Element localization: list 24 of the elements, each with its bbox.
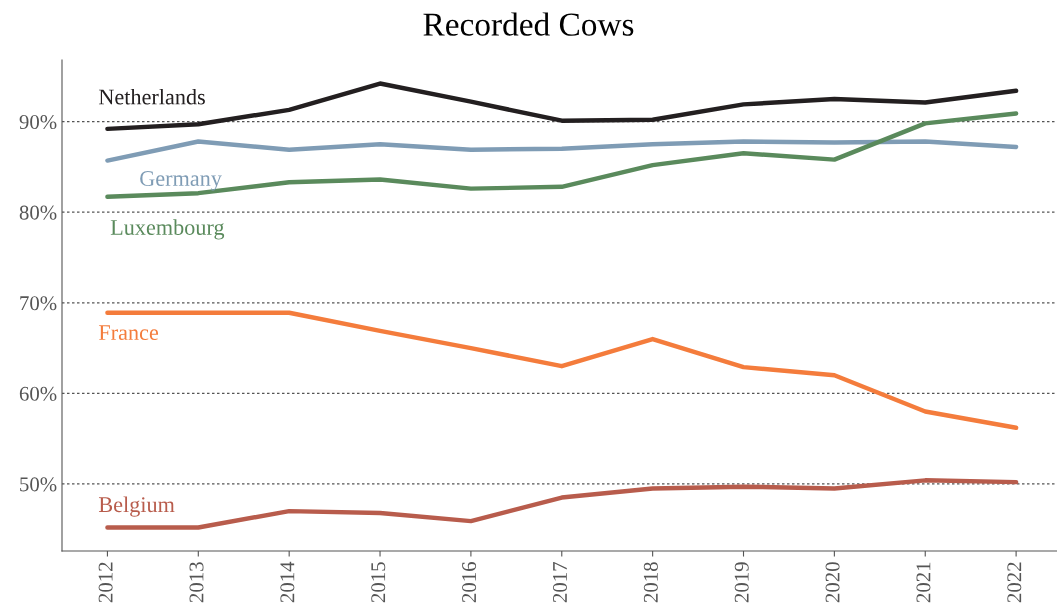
x-tick-label: 2022: [1007, 562, 1022, 603]
x-tick-label: 2021: [916, 562, 931, 603]
y-tick-label: 50%: [20, 477, 57, 492]
series-label: Luxembourg: [110, 219, 225, 240]
y-tick-label: 70%: [20, 296, 57, 311]
chart-title: Recorded Cows: [423, 12, 634, 36]
x-tick-label: 2013: [189, 562, 204, 603]
series-label: Germany: [140, 171, 222, 191]
x-tick-label: 2017: [552, 562, 567, 603]
line-series: [105, 111, 1019, 200]
x-tick-label: 2019: [734, 562, 749, 603]
y-tick-label: 90%: [19, 114, 57, 130]
series-label: France: [98, 325, 159, 341]
y-tick-label: 80%: [19, 205, 57, 220]
x-tick-label: 2015: [371, 562, 386, 603]
x-tick-label: 2016: [462, 562, 477, 603]
y-tick-label: 60%: [19, 386, 57, 401]
series-label: Belgium: [98, 496, 175, 517]
x-tick-label: 2020: [825, 562, 840, 603]
x-tick-label: 2014: [280, 561, 295, 603]
line-series: [105, 139, 1019, 163]
x-tick-label: 2018: [643, 562, 658, 603]
x-tick-label: 2012: [98, 562, 113, 603]
series-label: Netherlands: [98, 88, 205, 105]
